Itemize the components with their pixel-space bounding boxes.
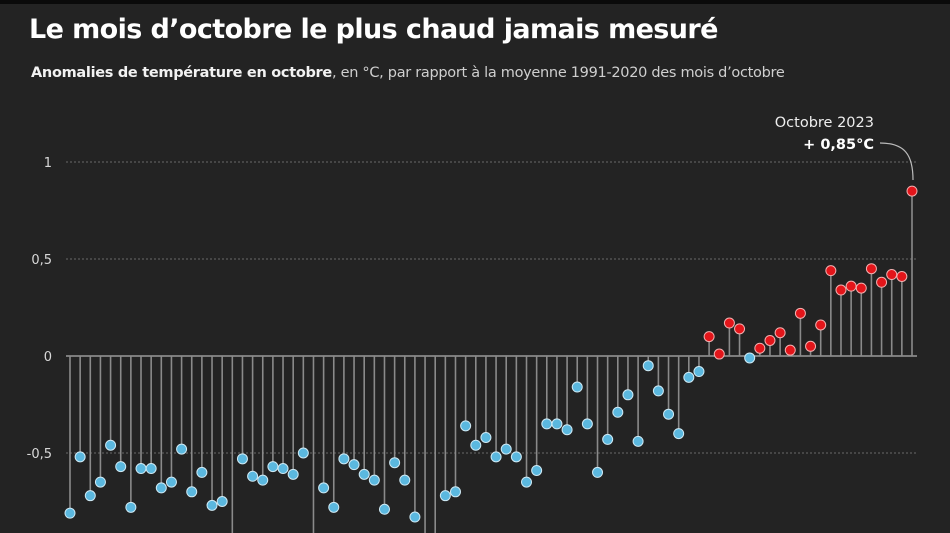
point-1977 bbox=[439, 490, 451, 502]
point-2014 bbox=[815, 319, 827, 331]
grid: 1 0,5 0 -0,5 bbox=[27, 156, 918, 462]
point-1986 bbox=[531, 464, 543, 476]
y-tick-label: 1 bbox=[44, 156, 52, 171]
point-1981 bbox=[480, 431, 492, 443]
point-2004 bbox=[713, 348, 725, 360]
point-1994 bbox=[612, 406, 624, 418]
point-1960 bbox=[267, 461, 279, 473]
point-2005 bbox=[723, 317, 735, 329]
y-tick-label: -0,5 bbox=[27, 447, 52, 462]
point-1963 bbox=[297, 447, 309, 459]
point-1950 bbox=[165, 476, 177, 488]
dots bbox=[64, 185, 918, 523]
point-1974 bbox=[409, 511, 421, 523]
point-1973 bbox=[399, 474, 411, 486]
point-1966 bbox=[328, 501, 340, 513]
point-2006 bbox=[734, 323, 746, 335]
point-1996 bbox=[632, 435, 644, 447]
point-2003 bbox=[703, 331, 715, 343]
subtitle-bold: Anomalies de température en octobre bbox=[31, 65, 332, 81]
point-1941 bbox=[74, 451, 86, 463]
point-1980 bbox=[470, 439, 482, 451]
point-1971 bbox=[378, 503, 390, 515]
point-1983 bbox=[500, 443, 512, 455]
point-1987 bbox=[541, 418, 553, 430]
point-2007 bbox=[744, 352, 756, 364]
point-1990 bbox=[571, 381, 583, 393]
point-2002 bbox=[693, 366, 705, 378]
point-1944 bbox=[105, 439, 117, 451]
point-2010 bbox=[774, 327, 786, 339]
point-1942 bbox=[84, 490, 96, 502]
point-1962 bbox=[287, 468, 299, 480]
point-2019 bbox=[865, 263, 877, 275]
annotation-leader-line bbox=[879, 142, 914, 181]
chart-title: Le mois d’octobre le plus chaud jamais m… bbox=[29, 14, 718, 45]
point-1954 bbox=[206, 499, 218, 511]
point-2018 bbox=[855, 282, 867, 294]
point-1953 bbox=[196, 466, 208, 478]
point-1961 bbox=[277, 463, 289, 475]
point-1968 bbox=[348, 459, 360, 471]
point-1988 bbox=[551, 418, 563, 430]
point-1945 bbox=[115, 461, 127, 473]
point-1940 bbox=[64, 507, 76, 519]
point-2012 bbox=[794, 307, 806, 319]
point-1946 bbox=[125, 501, 137, 513]
point-1992 bbox=[592, 466, 604, 478]
point-2021 bbox=[886, 269, 898, 281]
subtitle-rest: , en °C, par rapport à la moyenne 1991-2… bbox=[331, 65, 785, 81]
point-2023 bbox=[906, 185, 918, 197]
point-1997 bbox=[642, 360, 654, 372]
point-1967 bbox=[338, 453, 350, 465]
point-1947 bbox=[135, 463, 147, 475]
point-1952 bbox=[186, 486, 198, 498]
point-1984 bbox=[510, 451, 522, 463]
point-1972 bbox=[389, 457, 401, 469]
annotation-value: + 0,85°C bbox=[803, 137, 874, 153]
y-tick-label: 0 bbox=[44, 350, 52, 365]
point-2008 bbox=[754, 342, 766, 354]
point-2009 bbox=[764, 334, 776, 346]
point-1957 bbox=[236, 453, 248, 465]
point-2001 bbox=[683, 371, 695, 383]
point-1991 bbox=[581, 418, 593, 430]
point-1958 bbox=[247, 470, 259, 482]
point-1998 bbox=[652, 385, 664, 397]
point-1979 bbox=[460, 420, 472, 432]
point-1985 bbox=[521, 476, 533, 488]
annotation-label: Octobre 2023 bbox=[775, 115, 874, 131]
point-1951 bbox=[176, 443, 188, 455]
point-1955 bbox=[216, 496, 228, 507]
point-2011 bbox=[784, 344, 796, 356]
point-2017 bbox=[845, 280, 857, 292]
point-1965 bbox=[318, 482, 330, 494]
chart-subtitle: Anomalies de température en octobre, en … bbox=[31, 65, 785, 81]
point-1995 bbox=[622, 389, 634, 401]
point-2015 bbox=[825, 265, 837, 277]
point-1982 bbox=[490, 451, 502, 463]
point-1969 bbox=[358, 468, 370, 480]
y-tick-label: 0,5 bbox=[31, 253, 52, 268]
point-1949 bbox=[155, 482, 167, 494]
point-2000 bbox=[673, 428, 685, 440]
point-1948 bbox=[145, 463, 157, 475]
point-1959 bbox=[257, 474, 269, 486]
annotation: Octobre 2023 + 0,85°C bbox=[775, 115, 914, 181]
point-2016 bbox=[835, 284, 847, 296]
top-border bbox=[0, 0, 950, 4]
point-1978 bbox=[449, 486, 461, 498]
point-1943 bbox=[94, 476, 106, 488]
point-1993 bbox=[602, 433, 614, 445]
point-2013 bbox=[805, 340, 817, 352]
point-1999 bbox=[663, 408, 675, 420]
point-1970 bbox=[368, 474, 380, 486]
stems bbox=[69, 191, 913, 533]
point-1989 bbox=[561, 424, 573, 436]
point-2022 bbox=[896, 270, 908, 282]
point-2020 bbox=[876, 276, 888, 288]
